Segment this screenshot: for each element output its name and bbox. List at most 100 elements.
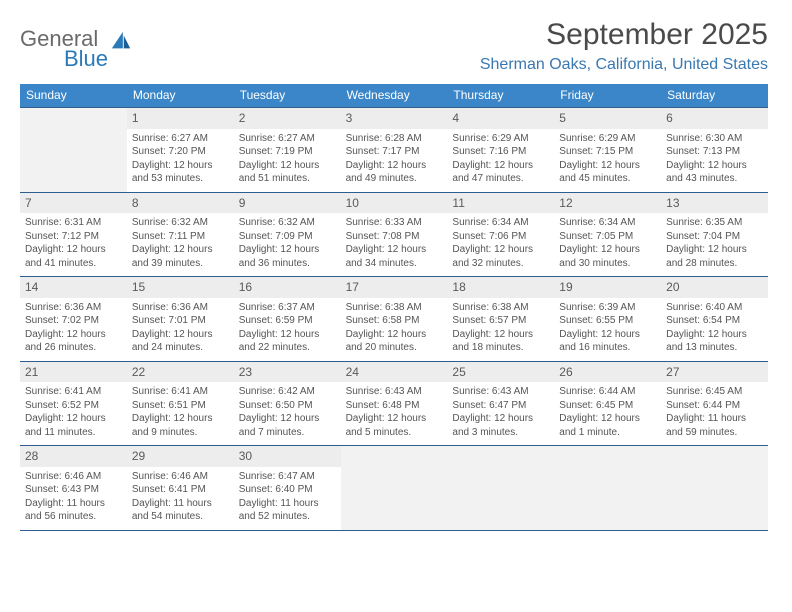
logo-text: General Blue: [20, 28, 108, 70]
calendar: SundayMondayTuesdayWednesdayThursdayFrid…: [20, 84, 768, 531]
calendar-day-cell: 19Sunrise: 6:39 AMSunset: 6:55 PMDayligh…: [554, 277, 661, 361]
calendar-day-cell: 9Sunrise: 6:32 AMSunset: 7:09 PMDaylight…: [234, 193, 341, 277]
calendar-blank-cell: [447, 446, 554, 530]
weekday-label: Monday: [127, 84, 234, 107]
daylight-text: Daylight: 12 hours and 47 minutes.: [452, 159, 549, 186]
day-number-row: 8: [127, 193, 234, 214]
day-number: 28: [25, 449, 38, 463]
daylight-text: Daylight: 12 hours and 7 minutes.: [239, 412, 336, 439]
day-number: 29: [132, 449, 145, 463]
day-number: 13: [666, 196, 679, 210]
day-number: 5: [559, 111, 566, 125]
day-number-row: 21: [20, 362, 127, 383]
day-number-row: 24: [341, 362, 448, 383]
day-number: 18: [452, 280, 465, 294]
calendar-day-cell: 8Sunrise: 6:32 AMSunset: 7:11 PMDaylight…: [127, 193, 234, 277]
daylight-text: Daylight: 12 hours and 20 minutes.: [346, 328, 443, 355]
weekday-label: Wednesday: [341, 84, 448, 107]
sunrise-text: Sunrise: 6:36 AM: [132, 301, 229, 315]
sunrise-text: Sunrise: 6:30 AM: [666, 132, 763, 146]
daylight-text: Daylight: 12 hours and 26 minutes.: [25, 328, 122, 355]
day-number: 6: [666, 111, 673, 125]
day-number-row: 26: [554, 362, 661, 383]
calendar-day-cell: 11Sunrise: 6:34 AMSunset: 7:06 PMDayligh…: [447, 193, 554, 277]
sunrise-text: Sunrise: 6:32 AM: [239, 216, 336, 230]
sunrise-text: Sunrise: 6:46 AM: [132, 470, 229, 484]
calendar-day-cell: 18Sunrise: 6:38 AMSunset: 6:57 PMDayligh…: [447, 277, 554, 361]
day-number-row: 6: [661, 108, 768, 129]
day-number-row: 1: [127, 108, 234, 129]
calendar-day-cell: 13Sunrise: 6:35 AMSunset: 7:04 PMDayligh…: [661, 193, 768, 277]
daylight-text: Daylight: 12 hours and 43 minutes.: [666, 159, 763, 186]
sunrise-text: Sunrise: 6:42 AM: [239, 385, 336, 399]
day-number-row: 22: [127, 362, 234, 383]
day-number-row: 16: [234, 277, 341, 298]
calendar-day-cell: 6Sunrise: 6:30 AMSunset: 7:13 PMDaylight…: [661, 108, 768, 192]
day-number: 10: [346, 196, 359, 210]
sunrise-text: Sunrise: 6:38 AM: [346, 301, 443, 315]
calendar-week: 21Sunrise: 6:41 AMSunset: 6:52 PMDayligh…: [20, 362, 768, 447]
day-number: 8: [132, 196, 139, 210]
day-number-row: 9: [234, 193, 341, 214]
day-number: 15: [132, 280, 145, 294]
sunrise-text: Sunrise: 6:32 AM: [132, 216, 229, 230]
daylight-text: Daylight: 12 hours and 45 minutes.: [559, 159, 656, 186]
day-number-row: 11: [447, 193, 554, 214]
sunset-text: Sunset: 7:12 PM: [25, 230, 122, 244]
sunrise-text: Sunrise: 6:34 AM: [559, 216, 656, 230]
sunrise-text: Sunrise: 6:43 AM: [346, 385, 443, 399]
day-number-row: 14: [20, 277, 127, 298]
day-number-row: 19: [554, 277, 661, 298]
day-number-row: 12: [554, 193, 661, 214]
calendar-day-cell: 28Sunrise: 6:46 AMSunset: 6:43 PMDayligh…: [20, 446, 127, 530]
calendar-body: 1Sunrise: 6:27 AMSunset: 7:20 PMDaylight…: [20, 107, 768, 531]
sunset-text: Sunset: 7:01 PM: [132, 314, 229, 328]
day-number: 14: [25, 280, 38, 294]
sunset-text: Sunset: 6:47 PM: [452, 399, 549, 413]
weekday-label: Thursday: [447, 84, 554, 107]
calendar-blank-cell: [554, 446, 661, 530]
sunrise-text: Sunrise: 6:45 AM: [666, 385, 763, 399]
daylight-text: Daylight: 12 hours and 13 minutes.: [666, 328, 763, 355]
calendar-day-cell: 24Sunrise: 6:43 AMSunset: 6:48 PMDayligh…: [341, 362, 448, 446]
sunrise-text: Sunrise: 6:36 AM: [25, 301, 122, 315]
sunset-text: Sunset: 7:09 PM: [239, 230, 336, 244]
day-number: 22: [132, 365, 145, 379]
day-number-row: 2: [234, 108, 341, 129]
sunset-text: Sunset: 6:45 PM: [559, 399, 656, 413]
calendar-blank-cell: [341, 446, 448, 530]
day-number-row: 17: [341, 277, 448, 298]
page: General Blue September 2025 Sherman Oaks…: [0, 0, 792, 531]
sunrise-text: Sunrise: 6:41 AM: [25, 385, 122, 399]
day-number: 4: [452, 111, 459, 125]
day-number-row: 7: [20, 193, 127, 214]
sunset-text: Sunset: 6:57 PM: [452, 314, 549, 328]
day-number: 19: [559, 280, 572, 294]
calendar-day-cell: 5Sunrise: 6:29 AMSunset: 7:15 PMDaylight…: [554, 108, 661, 192]
sunrise-text: Sunrise: 6:43 AM: [452, 385, 549, 399]
header: General Blue September 2025 Sherman Oaks…: [20, 18, 768, 74]
calendar-week: 28Sunrise: 6:46 AMSunset: 6:43 PMDayligh…: [20, 446, 768, 531]
day-number: 17: [346, 280, 359, 294]
sunset-text: Sunset: 6:58 PM: [346, 314, 443, 328]
logo-word2: Blue: [64, 48, 108, 70]
day-number-row: 25: [447, 362, 554, 383]
day-number-row: 10: [341, 193, 448, 214]
sunset-text: Sunset: 6:50 PM: [239, 399, 336, 413]
daylight-text: Daylight: 12 hours and 22 minutes.: [239, 328, 336, 355]
calendar-week: 1Sunrise: 6:27 AMSunset: 7:20 PMDaylight…: [20, 108, 768, 193]
day-number-row: 4: [447, 108, 554, 129]
daylight-text: Daylight: 12 hours and 11 minutes.: [25, 412, 122, 439]
daylight-text: Daylight: 12 hours and 32 minutes.: [452, 243, 549, 270]
calendar-day-cell: 4Sunrise: 6:29 AMSunset: 7:16 PMDaylight…: [447, 108, 554, 192]
page-title: September 2025: [480, 18, 768, 52]
sunset-text: Sunset: 7:06 PM: [452, 230, 549, 244]
sunrise-text: Sunrise: 6:39 AM: [559, 301, 656, 315]
day-number-row: 29: [127, 446, 234, 467]
title-block: September 2025 Sherman Oaks, California,…: [480, 18, 768, 74]
day-number-row: 30: [234, 446, 341, 467]
sunset-text: Sunset: 7:19 PM: [239, 145, 336, 159]
day-number: 30: [239, 449, 252, 463]
calendar-day-cell: 3Sunrise: 6:28 AMSunset: 7:17 PMDaylight…: [341, 108, 448, 192]
day-number: 3: [346, 111, 353, 125]
